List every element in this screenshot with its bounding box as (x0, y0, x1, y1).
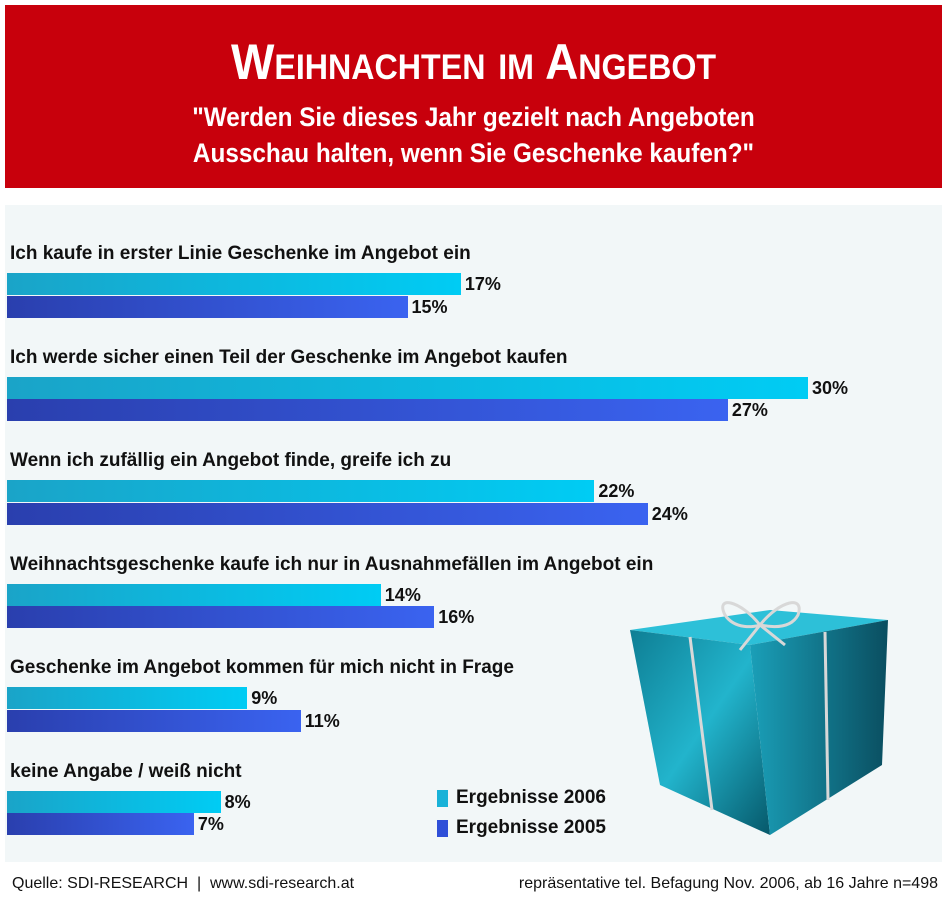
data-label: 24% (651, 503, 688, 524)
legend-swatch-2006 (437, 790, 448, 807)
header-banner: Weihnachten im Angebot "Werden Sie diese… (5, 5, 942, 188)
data-label: 30% (812, 377, 849, 398)
data-label: 16% (438, 607, 475, 627)
data-label: 7% (197, 814, 224, 834)
data-label: 8% (224, 791, 251, 812)
chart-title: Weihnachten im Angebot (230, 34, 717, 90)
data-label: 17% (464, 274, 501, 294)
bar-2006 (7, 687, 248, 709)
subtitle-line-2: Ausschau halten, wenn Sie Geschenke kauf… (192, 138, 755, 168)
bar-2005 (7, 502, 648, 525)
bar-2005 (7, 709, 301, 732)
data-label: 14% (384, 584, 421, 605)
data-label: 22% (598, 481, 635, 501)
legend-label-2006: Ergebnisse 2006 (456, 787, 606, 808)
category-label: keine Angabe / weiß nicht (10, 760, 242, 782)
footer-method: repräsentative tel. Befagung Nov. 2006, … (518, 875, 938, 892)
category-label: Geschenke im Angebot kommen für mich nic… (10, 657, 514, 678)
bar-2006 (7, 376, 808, 399)
chart-subtitle: "Werden Sie dieses Jahr gezielt nach Ang… (52, 99, 895, 171)
data-label: 27% (731, 400, 768, 420)
data-label: 15% (411, 296, 448, 317)
category-label: Ich kaufe in erster Linie Geschenke im A… (10, 243, 471, 264)
bar-2005 (7, 813, 194, 835)
legend-label-2005: Ergebnisse 2005 (456, 817, 606, 838)
data-label: 11% (304, 710, 340, 731)
legend-swatch-2005 (437, 820, 448, 837)
category-label: Wenn ich zufällig ein Angebot finde, gre… (10, 450, 452, 471)
footer-source: Quelle: SDI-RESEARCH | www.sdi-research.… (12, 875, 355, 892)
bar-2005 (7, 606, 435, 628)
category-label: Weihnachtsgeschenke kaufe ich nur in Aus… (10, 553, 654, 575)
bar-2005 (7, 295, 408, 318)
data-label: 9% (251, 688, 278, 708)
gift-box-icon (630, 601, 888, 835)
bar-2006 (7, 583, 381, 606)
bar-2005 (7, 399, 728, 421)
bar-2006 (7, 790, 221, 813)
bar-2006 (7, 273, 461, 295)
bar-2006 (7, 480, 595, 502)
category-label: Ich werde sicher einen Teil der Geschenk… (10, 346, 568, 368)
subtitle-line-1: "Werden Sie dieses Jahr gezielt nach Ang… (192, 102, 755, 132)
